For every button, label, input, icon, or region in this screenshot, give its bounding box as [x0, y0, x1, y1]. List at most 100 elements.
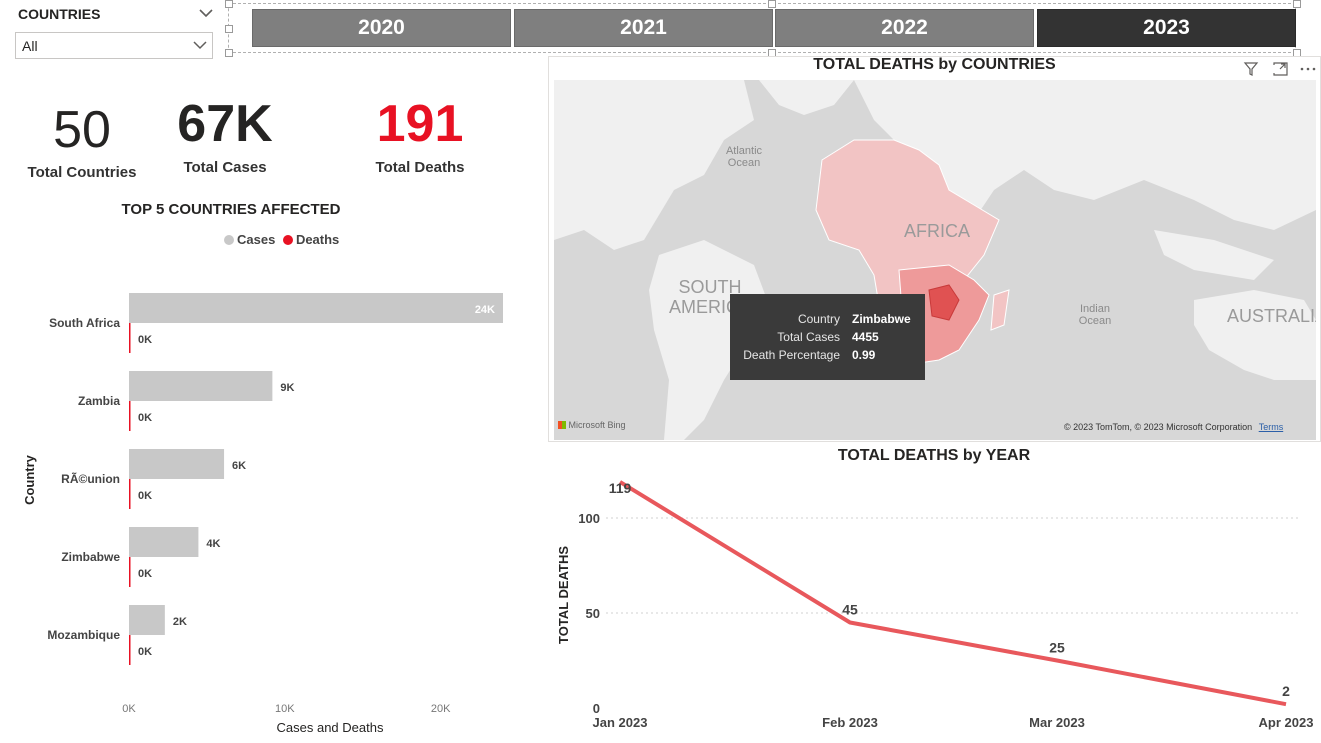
- bar-x-tick: 10K: [275, 703, 295, 715]
- countries-slicer-title: COUNTRIES: [18, 6, 101, 22]
- cases-data-label: 6K: [232, 460, 246, 472]
- deaths-data-label: 0K: [138, 568, 152, 580]
- cases-bar: [129, 527, 199, 557]
- resize-handle[interactable]: [768, 0, 776, 8]
- deaths-bar: [129, 401, 131, 431]
- countries-dropdown[interactable]: All: [15, 32, 213, 59]
- line-chart: 0 50 100 TOTAL DEATHS 119 45 25 2 Jan 2023 Feb 20…: [556, 480, 1314, 730]
- countries-dropdown-value: All: [22, 38, 38, 54]
- tooltip-country-key: Country: [797, 312, 840, 326]
- line-data-label: 45: [842, 602, 858, 618]
- line-x-tick: Feb 2023: [822, 715, 878, 730]
- legend-cases-label[interactable]: Cases: [237, 232, 276, 248]
- year-button-2023[interactable]: 2023: [1037, 9, 1296, 47]
- line-data-label: 119: [609, 480, 632, 496]
- focus-mode-icon[interactable]: [1273, 62, 1288, 76]
- australia-label: AUSTRALIA: [1227, 306, 1316, 326]
- eurasia-land: [854, 80, 1316, 230]
- year-button-2022[interactable]: 2022: [775, 9, 1034, 47]
- bar-x-axis-title: Cases and Deaths: [277, 720, 384, 735]
- greenland-land: [759, 80, 854, 115]
- terms-link[interactable]: Terms: [1258, 422, 1284, 432]
- line-y-tick: 0: [593, 701, 600, 716]
- cases-data-label: 2K: [173, 616, 187, 628]
- madagascar-land: [990, 289, 1010, 331]
- chevron-down-icon[interactable]: [197, 4, 215, 22]
- bar-category-label: Zimbabwe: [61, 550, 120, 564]
- line-y-tick: 100: [578, 511, 600, 526]
- resize-handle[interactable]: [1293, 0, 1301, 8]
- southeast-asia-land: [1154, 230, 1274, 280]
- cases-bar: [129, 371, 273, 401]
- legend-cases-marker: [224, 234, 234, 245]
- total-countries-label: Total Countries: [27, 164, 137, 181]
- deaths-bar: [129, 479, 131, 509]
- south-america-land: [649, 240, 769, 440]
- cases-data-label: 9K: [280, 382, 294, 394]
- line-y-tick: 50: [586, 606, 600, 621]
- cases-data-label: 24K: [475, 304, 495, 316]
- resize-handle[interactable]: [225, 0, 233, 8]
- deaths-data-label: 0K: [138, 334, 152, 346]
- bar-x-tick: 0K: [122, 703, 136, 715]
- line-data-label: 2: [1282, 683, 1290, 699]
- bar-x-tick: 20K: [431, 703, 451, 715]
- legend-deaths-marker: [282, 234, 293, 245]
- map-tooltip: Country Zimbabwe Total Cases 4455 Death Pe…: [730, 294, 925, 380]
- bar-category-label: South Africa: [49, 316, 120, 330]
- year-button-2021[interactable]: 2021: [514, 9, 773, 47]
- chevron-down-icon: [193, 41, 207, 50]
- australia-land: [1194, 290, 1316, 380]
- line-chart-title: TOTAL DEATHS by YEAR: [837, 447, 1031, 464]
- deaths-line-series: [618, 480, 1287, 707]
- microsoft-logo-icon: [558, 421, 566, 429]
- bar-y-axis-title: Country: [22, 454, 37, 505]
- visual-header-icons: [1243, 62, 1316, 76]
- map-copyright: © 2023 TomTom, © 2023 Microsoft Corporat…: [1064, 422, 1283, 432]
- copyright-text: © 2023 TomTom, © 2023 Microsoft Corporat…: [1064, 422, 1253, 432]
- year-button-2020[interactable]: 2020: [252, 9, 511, 47]
- bar-category-label: RÃ©union: [61, 471, 120, 486]
- filter-icon[interactable]: [1243, 62, 1259, 76]
- resize-handle[interactable]: [225, 25, 233, 33]
- map-title: TOTAL DEATHS by COUNTRIES: [813, 56, 1056, 73]
- total-deaths-value: 191: [376, 95, 464, 153]
- line-x-tick: Mar 2023: [1029, 715, 1085, 730]
- bar-category-label: Mozambique: [47, 628, 120, 642]
- deaths-data-label: 0K: [138, 490, 152, 502]
- bar-chart-legend: Cases Deaths: [224, 231, 339, 247]
- line-x-tick: Jan 2023: [593, 715, 648, 730]
- resize-handle[interactable]: [225, 49, 233, 57]
- tooltip-pct-value: 0.99: [852, 348, 876, 362]
- indian-ocean-label: Indian Ocean: [1078, 303, 1112, 328]
- legend-deaths-label[interactable]: Deaths: [295, 232, 340, 248]
- world-map[interactable]: Atlantic Ocean AFRICA SOUTH AMERICA Indi…: [554, 80, 1316, 440]
- deaths-bar: [129, 557, 131, 587]
- bing-label: Microsoft Bing: [568, 420, 626, 430]
- cases-bar: [129, 293, 503, 323]
- tooltip-pct-key: Death Percentage: [743, 348, 840, 362]
- deaths-bar: [129, 635, 131, 665]
- africa-label: AFRICA: [904, 221, 971, 241]
- total-deaths-label: Total Deaths: [375, 159, 465, 176]
- bing-logo: Microsoft Bing: [558, 420, 626, 430]
- more-options-icon[interactable]: [1300, 67, 1316, 71]
- tooltip-country-value: Zimbabwe: [852, 312, 911, 326]
- cases-data-label: 4K: [206, 538, 220, 550]
- deaths-data-label: 0K: [138, 646, 152, 658]
- bar-chart: Country 0K 10K 20K Cases and Deaths South Afr…: [22, 293, 503, 735]
- tooltip-cases-value: 4455: [852, 330, 879, 344]
- bar-chart-title: TOP 5 COUNTRIES AFFECTED: [121, 201, 341, 218]
- total-cases-value: 67K: [177, 95, 273, 153]
- line-data-label: 25: [1049, 640, 1065, 656]
- bar-category-label: Zambia: [78, 394, 120, 408]
- line-x-tick: Apr 2023: [1259, 715, 1314, 730]
- cases-bar: [129, 605, 165, 635]
- zimbabwe-shape[interactable]: [928, 284, 960, 321]
- line-y-axis-title: TOTAL DEATHS: [556, 546, 571, 644]
- north-america-land: [554, 80, 754, 250]
- cases-bar: [129, 449, 225, 479]
- map-shapes: [554, 80, 1316, 440]
- total-countries-value: 50: [53, 101, 111, 159]
- total-cases-label: Total Cases: [183, 159, 267, 176]
